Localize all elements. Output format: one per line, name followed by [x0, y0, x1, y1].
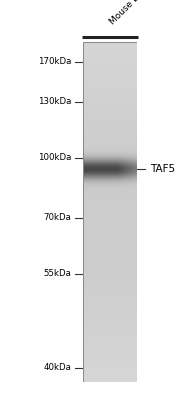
Text: TAF5: TAF5 — [150, 164, 175, 174]
Text: Mouse brain: Mouse brain — [108, 0, 153, 27]
Text: 100kDa: 100kDa — [38, 154, 71, 162]
Text: 55kDa: 55kDa — [44, 270, 71, 278]
Text: 170kDa: 170kDa — [38, 58, 71, 66]
Text: 130kDa: 130kDa — [38, 98, 71, 106]
Text: 40kDa: 40kDa — [44, 364, 71, 372]
Text: 70kDa: 70kDa — [44, 214, 71, 222]
